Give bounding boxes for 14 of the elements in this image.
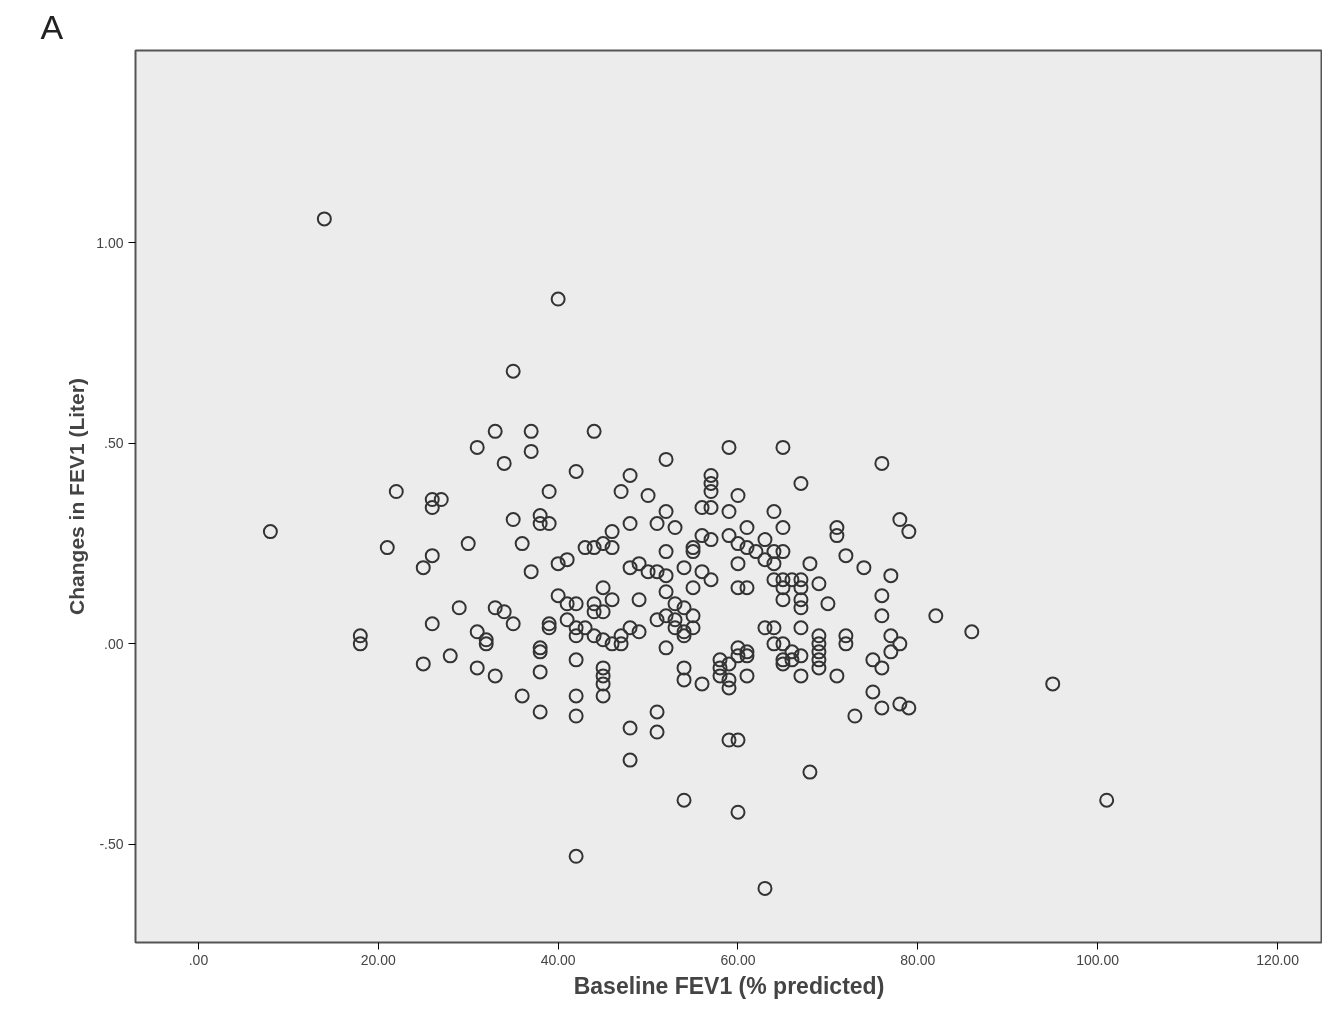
x-tick-label: 40.00 [540, 951, 576, 968]
x-tick-label: 100.00 [1076, 951, 1120, 968]
text: A [40, 7, 64, 46]
x-tick-label: 120.00 [1256, 951, 1300, 968]
y-tick-label: .00 [104, 635, 124, 652]
x-tick-label: 60.00 [720, 951, 756, 968]
y-tick-label: .50 [104, 435, 124, 452]
y-axis-title: Changes in FEV1 (Liter) [65, 378, 89, 615]
x-tick-label: .00 [188, 951, 209, 968]
x-tick-label: 20.00 [360, 951, 397, 968]
y-tick-label: 1.00 [96, 234, 124, 251]
x-tick-label: 80.00 [900, 951, 936, 968]
y-tick-label: -.50 [99, 836, 124, 853]
x-axis-title: Baseline FEV1 (% predicted) [573, 972, 885, 999]
